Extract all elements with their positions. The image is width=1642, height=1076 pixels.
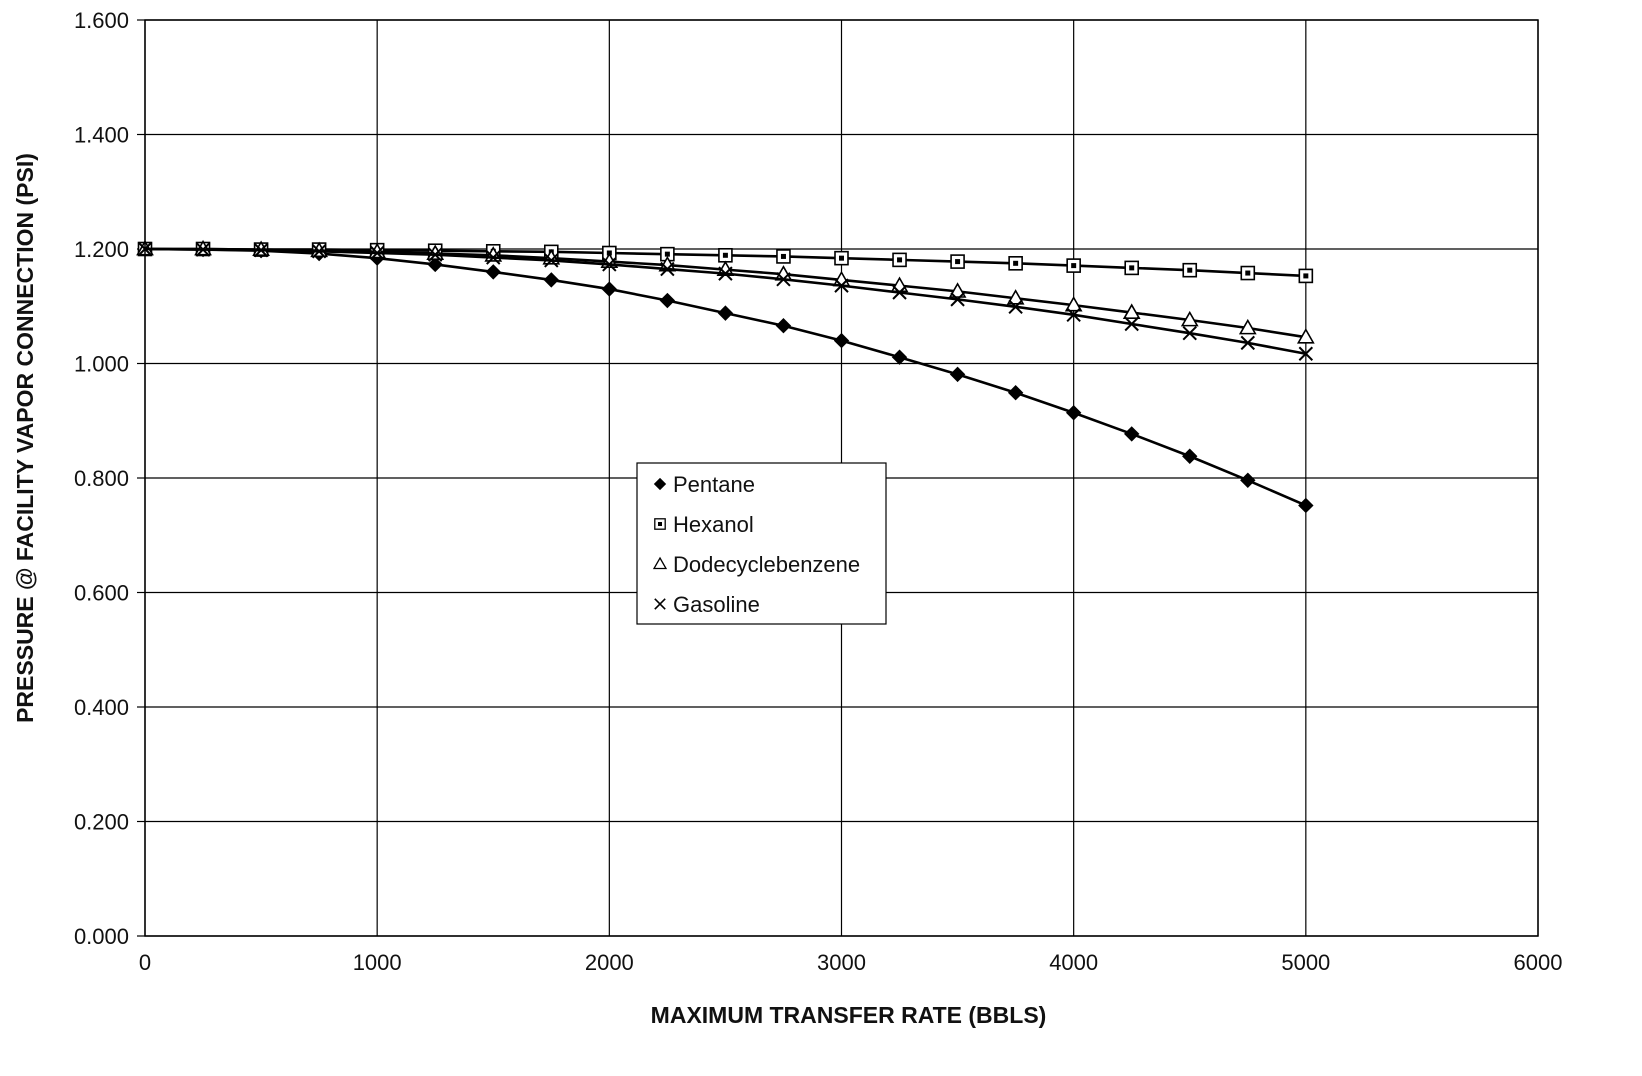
data-point-pentane [949,366,966,383]
data-point-dodecyclebenzene [310,241,329,258]
data-point-dodecyclebenzene [1064,295,1083,312]
y-tick-label: 0.400 [74,695,129,720]
data-point-dodecyclebenzene [1238,318,1257,335]
legend: Pentane Hexanol Dodecyclebenzene Gasoline [636,462,887,625]
legend-item-hexanol: Hexanol [654,512,754,537]
x-tick-label: 0 [139,950,151,975]
data-point-gasoline [428,247,443,262]
data-point-pentane [1182,448,1198,464]
y-tick-label: 1.600 [74,8,129,33]
series-gasoline [137,241,1314,361]
x-tick-label: 1000 [353,950,402,975]
data-point-gasoline [660,261,675,277]
x-tick-label: 4000 [1049,950,1098,975]
data-point-hexanol [718,247,733,263]
data-point-gasoline [718,266,733,281]
data-point-dodecyclebenzene [1296,328,1315,344]
legend-label: Hexanol [673,512,754,537]
legend-label: Gasoline [673,592,760,617]
legend-items: Pentane Hexanol Dodecyclebenzene Gasoline [652,472,860,617]
data-point-gasoline [950,292,965,307]
legend-item-pentane: Pentane [653,472,755,497]
legend-item-gasoline: Gasoline [654,592,760,617]
y-tick-label: 1.000 [74,352,129,377]
data-point-gasoline [253,242,269,258]
x-tick-label: 3000 [817,950,866,975]
x-tick-label: 6000 [1514,950,1563,975]
data-point-pentane [775,318,792,334]
data-point-pentane [891,349,908,365]
data-point-gasoline [602,257,617,272]
data-point-dodecyclebenzene [1180,310,1199,327]
y-tick-label: 0.600 [74,581,129,606]
y-axis-title: PRESSURE @ FACILITY VAPOR CONNECTION (PS… [12,153,38,723]
data-point-dodecyclebenzene [194,239,212,256]
legend-label: Pentane [673,472,755,497]
data-point-gasoline [544,253,559,268]
y-tick-label: 0.800 [74,466,129,491]
data-point-hexanol [834,250,849,266]
data-point-dodecyclebenzene [948,282,967,298]
data-point-hexanol [950,254,965,269]
tick-labels: 0 1000 2000 3000 4000 5000 6000 0.000 0.200 0.400… [74,8,1563,975]
data-point-pentane [543,272,559,288]
data-point-gasoline [1182,325,1197,341]
data-point-pentane [427,256,443,273]
legend-marker-icon [653,477,667,491]
data-point-pentane [659,292,676,309]
data-point-gasoline [369,245,385,261]
x-axis-title: MAXIMUM TRANSFER RATE (BBLS) [651,1002,1047,1028]
data-point-pentane [485,264,501,280]
data-point-pentane [1240,472,1256,488]
legend-label: Dodecyclebenzene [673,552,860,577]
data-point-gasoline [195,242,211,257]
legend-marker-icon [654,518,666,530]
data-point-hexanol [1124,260,1140,276]
data-point-gasoline [892,285,907,300]
data-point-hexanol [1066,258,1081,273]
data-point-pentane [717,305,734,321]
data-point-hexanol [892,252,907,268]
plot-area-frame [144,19,1539,937]
data-point-dodecyclebenzene [1006,289,1025,305]
legend-marker-icon [654,598,666,610]
data-point-hexanol [1298,268,1314,284]
data-point-pentane [1298,497,1314,514]
data-point-dodecyclebenzene [252,240,270,256]
series-group [136,239,1315,514]
data-point-gasoline [776,272,791,287]
legend-box [636,462,887,625]
legend-marker-icon [652,556,668,570]
y-tick-label: 1.400 [74,123,129,148]
data-point-pentane [1124,426,1140,442]
data-point-pentane [1007,384,1024,401]
data-point-gasoline [1066,307,1081,323]
legend-item-dodecyclebenzene: Dodecyclebenzene [652,552,860,577]
data-point-dodecyclebenzene [1122,303,1141,319]
data-point-gasoline [486,250,501,265]
data-point-gasoline [311,244,327,259]
data-point-pentane [601,281,618,297]
data-point-hexanol [776,249,791,264]
data-point-gasoline [1008,299,1023,315]
data-point-gasoline [1240,335,1255,351]
x-tick-label: 2000 [585,950,634,975]
y-tick-label: 0.200 [74,810,129,835]
data-point-hexanol [1240,265,1256,281]
data-point-pentane [833,332,850,349]
data-point-pentane [1065,405,1082,421]
data-point-gasoline [1298,346,1314,361]
y-tick-label: 1.200 [74,237,129,262]
data-point-gasoline [834,278,849,293]
data-point-hexanol [1182,262,1198,278]
x-tick-label: 5000 [1281,950,1330,975]
data-point-hexanol [1008,256,1023,271]
y-tick-label: 0.000 [74,924,129,949]
data-point-gasoline [1124,316,1139,332]
